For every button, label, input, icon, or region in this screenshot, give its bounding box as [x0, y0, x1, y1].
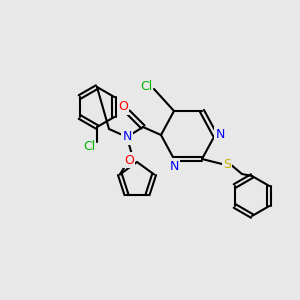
Text: Cl: Cl	[140, 80, 152, 92]
Text: O: O	[118, 100, 128, 113]
Text: S: S	[223, 158, 231, 170]
Text: O: O	[124, 154, 134, 166]
Text: N: N	[122, 130, 132, 143]
Text: N: N	[169, 160, 179, 172]
Text: Cl: Cl	[83, 140, 95, 154]
Text: N: N	[215, 128, 225, 142]
